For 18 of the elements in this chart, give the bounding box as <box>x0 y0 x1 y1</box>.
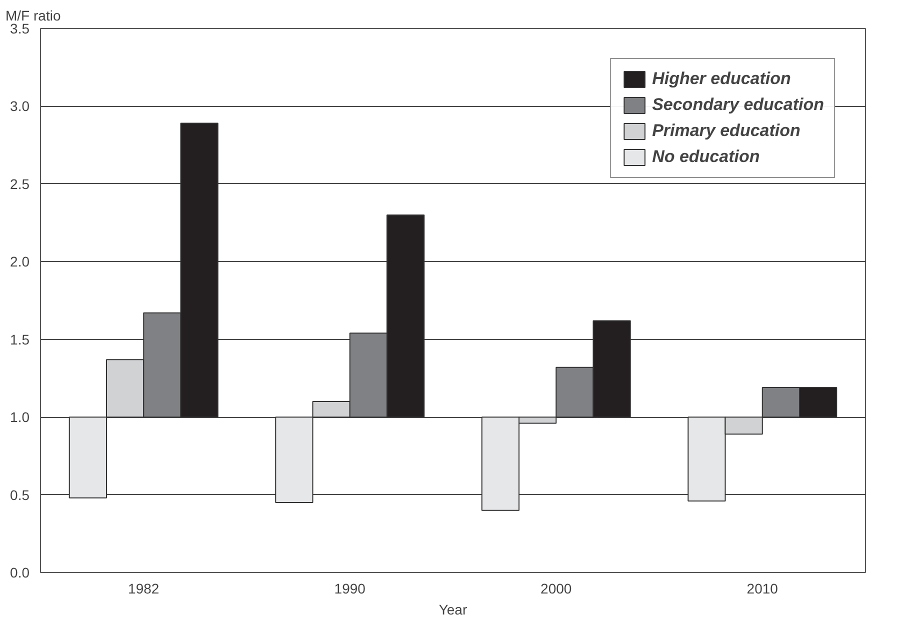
y-tick-label: 1.0 <box>10 409 30 426</box>
legend-label: Primary education <box>652 121 800 141</box>
y-axis-title: M/F ratio <box>6 8 61 24</box>
x-tick-label: 1990 <box>334 580 366 596</box>
y-tick-label: 2.0 <box>10 254 30 270</box>
x-tick-label: 2000 <box>540 580 572 596</box>
x-tick-label: 1982 <box>128 580 160 596</box>
y-tick-label: 0.5 <box>10 486 30 503</box>
x-axis-title: Year <box>438 602 468 618</box>
y-tick-label: 3.5 <box>10 20 30 36</box>
x-tick-label: 2010 <box>746 580 778 596</box>
y-tick-label: 2.5 <box>10 176 30 192</box>
legend-label: No education <box>652 147 760 167</box>
y-tick-label: 1.5 <box>10 331 30 348</box>
legend-label: Secondary education <box>652 95 824 115</box>
y-tick-label: 0.0 <box>10 564 30 580</box>
y-tick-label: 3.0 <box>10 98 30 114</box>
legend-label: Higher education <box>652 69 791 89</box>
